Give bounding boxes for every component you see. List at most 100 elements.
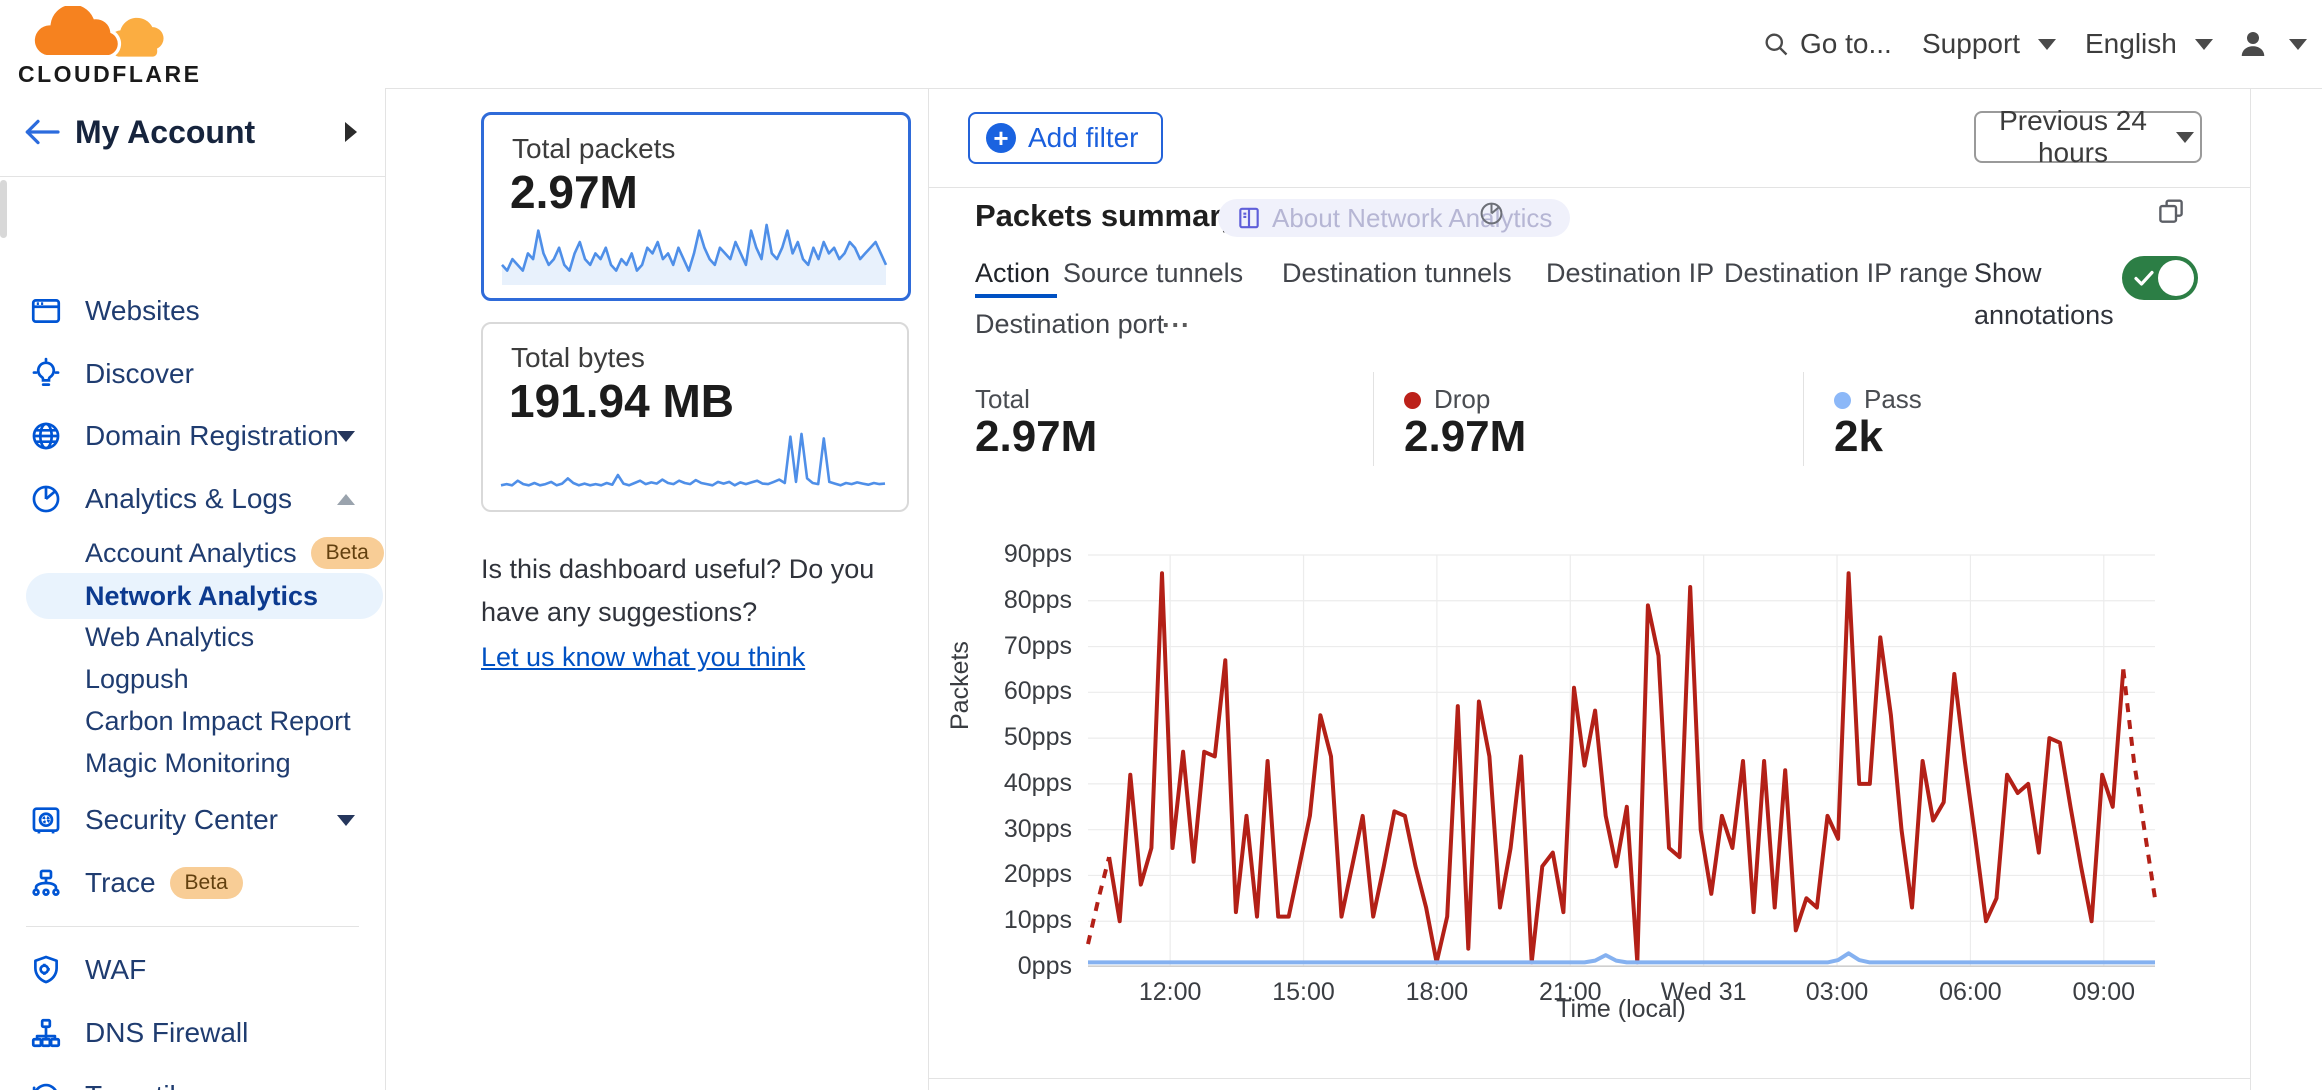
account-header-row: My Account <box>0 88 385 177</box>
sidebar-item-turnstile[interactable]: Turnstile <box>0 1065 385 1090</box>
account-menu[interactable] <box>2235 0 2307 88</box>
shield-gear-icon <box>28 952 64 988</box>
sidebar-item-label: DNS Firewall <box>85 1017 249 1048</box>
total-bytes-sparkline <box>500 432 886 487</box>
tab-destination-tunnels[interactable]: Destination tunnels <box>1282 258 1512 288</box>
tab-destination-ip[interactable]: Destination IP <box>1546 258 1715 288</box>
stat-pass-label: Pass <box>1864 384 1922 414</box>
about-network-analytics-badge[interactable]: About Network Analytics <box>1218 199 1571 237</box>
sidebar-item-domain-registration[interactable]: Domain Registration <box>0 405 385 467</box>
chevron-down-icon <box>337 814 355 826</box>
total-bytes-card[interactable]: Total bytes 191.94 MB <box>481 322 909 512</box>
stat-divider <box>1373 372 1374 466</box>
about-badge-label: About Network Analytics <box>1272 202 1553 233</box>
sidebar-item-security-center[interactable]: Security Center <box>0 789 385 851</box>
sidebar-item-label: Domain Registration <box>85 420 339 451</box>
sidebar-item-label: Turnstile <box>85 1080 191 1090</box>
chevron-down-icon <box>2038 38 2057 50</box>
total-packets-card[interactable]: Total packets 2.97M <box>481 112 911 301</box>
sidebar-item-magic-monitoring[interactable]: Magic Monitoring <box>0 741 385 785</box>
safe-icon <box>28 802 64 838</box>
sidebar-item-logpush[interactable]: Logpush <box>0 657 385 701</box>
x-tick-label: 06:00 <box>1939 978 2002 1006</box>
book-icon <box>1239 207 1259 229</box>
chevron-right-icon[interactable] <box>345 122 357 142</box>
sidebar-nav: My Account Websites Discover Domain Regi… <box>0 88 386 1090</box>
y-tick-label: 0pps <box>1017 952 1072 980</box>
toggle-knob <box>2158 260 2194 296</box>
support-label: Support <box>1922 28 2021 59</box>
active-tab-underline <box>975 294 1057 298</box>
plus-icon: + <box>986 123 1016 153</box>
tab-source-tunnels[interactable]: Source tunnels <box>1063 258 1244 288</box>
cloudflare-logo[interactable]: CLOUDFLARE <box>18 1 202 88</box>
feedback-block: Is this dashboard useful? Do you have an… <box>481 548 931 680</box>
sidebar-scrollbar[interactable] <box>0 180 7 238</box>
trace-icon <box>28 865 64 901</box>
y-tick-label: 50pps <box>1003 723 1072 752</box>
sidebar-item-trace[interactable]: Trace Beta <box>0 852 385 914</box>
y-tick-label: 70pps <box>1003 631 1072 660</box>
sidebar-item-websites[interactable]: Websites <box>0 280 385 342</box>
rotate-check-icon <box>28 1078 64 1090</box>
tab-destination-port[interactable]: Destination port <box>975 309 1165 339</box>
goto-search[interactable]: Go to... <box>1762 0 1892 88</box>
sidebar-item-label: Security Center <box>85 804 278 835</box>
support-menu[interactable]: Support <box>1922 0 2057 88</box>
content-divider <box>928 88 929 1090</box>
y-tick-label: 10pps <box>1003 906 1072 935</box>
globe-icon <box>28 418 64 454</box>
stat-pass-value: 2k <box>1834 412 1883 461</box>
more-tabs-button[interactable]: ... <box>1162 303 1191 333</box>
back-arrow-icon[interactable] <box>22 116 62 148</box>
cloudflare-wordmark: CLOUDFLARE <box>18 61 202 87</box>
sidebar-item-network-analytics[interactable]: Network Analytics <box>0 574 385 618</box>
content-right-border <box>2250 88 2251 1090</box>
tab-action[interactable]: Action <box>975 258 1051 288</box>
sidebar-item-label: Network Analytics <box>85 580 319 611</box>
feedback-link[interactable]: Let us know what you think <box>481 642 806 673</box>
sidebar-item-label: Magic Monitoring <box>85 747 291 778</box>
sidebar-item-label: Discover <box>85 358 194 389</box>
sidebar-item-discover[interactable]: Discover <box>0 343 385 405</box>
y-tick-label: 60pps <box>1003 677 1072 706</box>
popout-icon[interactable] <box>2156 196 2186 226</box>
y-tick-label: 20pps <box>1003 860 1072 889</box>
sidebar-item-web-analytics[interactable]: Web Analytics <box>0 615 385 659</box>
tab-destination-ip-range[interactable]: Destination IP range <box>1724 258 1969 288</box>
show-annotations-toggle[interactable] <box>2122 256 2198 300</box>
chevron-down-icon <box>2194 38 2213 50</box>
active-nav-pill <box>26 573 383 619</box>
sidebar-item-dns-firewall[interactable]: DNS Firewall <box>0 1002 385 1064</box>
my-account-title[interactable]: My Account <box>75 114 256 150</box>
sidebar-item-account-analytics[interactable]: Account Analytics Beta <box>0 531 385 575</box>
time-range-dropdown[interactable]: Previous 24 hours <box>1974 105 2202 168</box>
total-packets-sparkline <box>501 223 888 285</box>
panel-top-border <box>928 187 2250 188</box>
sidebar-item-label: Trace <box>85 867 156 898</box>
chevron-down-icon <box>337 430 355 442</box>
language-menu[interactable]: English <box>2085 0 2213 88</box>
chevron-down-icon <box>2289 38 2307 50</box>
sidebar-item-analytics-logs[interactable]: Analytics & Logs <box>0 468 385 530</box>
sidebar-item-label: Websites <box>85 295 200 326</box>
stat-drop-value: 2.97M <box>1404 412 1527 461</box>
sidebar-item-label: Logpush <box>85 663 189 694</box>
feedback-question: Is this dashboard useful? Do you have an… <box>481 554 875 628</box>
top-header: CLOUDFLARE Go to... Support English <box>0 0 2322 89</box>
x-tick-label: 15:00 <box>1272 978 1335 1006</box>
total-packets-label: Total packets <box>512 133 676 164</box>
sidebar-item-waf[interactable]: WAF <box>0 939 385 1001</box>
cloudflare-cloud-icon <box>31 1 164 59</box>
x-axis-title: Time (local) <box>1556 995 1686 1023</box>
sidebar-item-label: Web Analytics <box>85 621 255 652</box>
add-filter-label: Add filter <box>1028 122 1139 153</box>
add-filter-button[interactable]: + Add filter <box>968 112 1163 164</box>
total-packets-value: 2.97M <box>510 166 638 218</box>
sidebar-item-carbon-impact-report[interactable]: Carbon Impact Report <box>0 699 385 743</box>
packets-time-series-chart[interactable] <box>1086 554 2157 968</box>
data-source-pie-icon[interactable] <box>1478 200 1505 227</box>
y-tick-label: 90pps <box>1003 540 1072 568</box>
pass-legend-dot <box>1834 392 1851 409</box>
